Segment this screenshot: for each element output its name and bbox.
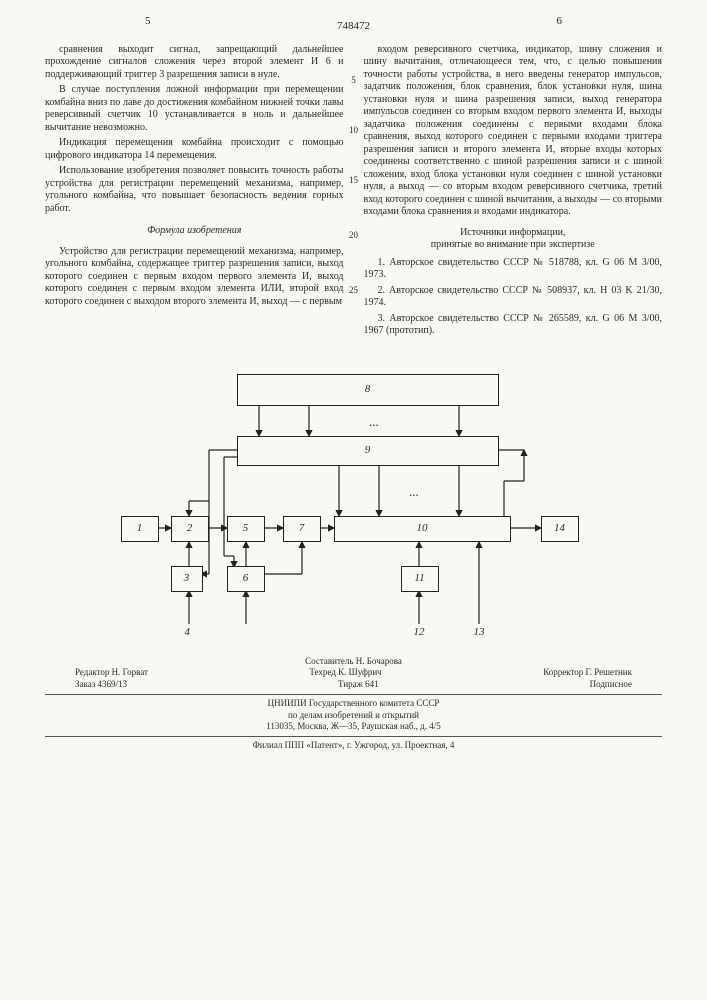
left-column: сравнения выходит сигнал, запрещающий да…: [45, 44, 344, 341]
colophon: Составитель Н. Бочарова Редактор Н. Горв…: [45, 656, 662, 752]
source-item: 2. Авторское свидетельство СССР № 508937…: [364, 285, 663, 310]
block-2: 2: [171, 516, 209, 542]
source-item: 1. Авторское свидетельство СССР № 518788…: [364, 257, 663, 282]
paragraph: Индикация перемещения комбайна происходи…: [45, 137, 344, 162]
patent-number: 748472: [337, 20, 370, 34]
signed: Подписное: [590, 679, 632, 691]
block-10: 10: [334, 516, 511, 542]
source-item: 3. Авторское свидетельство СССР № 265589…: [364, 313, 663, 338]
formula-title: Формула изобретения: [45, 225, 344, 238]
address-1: 113035, Москва, Ж—35, Раушская наб., д. …: [45, 721, 662, 733]
page-num-left: 5: [145, 15, 151, 29]
compiler: Составитель Н. Бочарова: [45, 656, 662, 668]
line-number: 25: [349, 285, 358, 296]
address-2: Филиал ППП «Патент», г. Ужгород, ул. Про…: [45, 740, 662, 752]
block-3: 3: [171, 566, 203, 592]
terminal-4: 4: [185, 626, 191, 640]
org-line-2: по делам изобретений и открытий: [45, 710, 662, 722]
svg-text:...: ...: [369, 414, 379, 429]
editor: Редактор Н. Горват: [75, 667, 148, 679]
block-7: 7: [283, 516, 321, 542]
techred: Техред К. Шуфрич: [309, 667, 381, 679]
line-number: 15: [349, 175, 358, 186]
block-6: 6: [227, 566, 265, 592]
block-diagram: ... ...: [109, 356, 599, 646]
block-11: 11: [401, 566, 439, 592]
right-column: входом реверсивного счетчика, индикатор,…: [364, 44, 663, 341]
paragraph: входом реверсивного счетчика, индикатор,…: [364, 44, 663, 219]
corrector: Корректор Г. Решетник: [543, 667, 632, 679]
org-line-1: ЦНИИПИ Государственного комитета СССР: [45, 698, 662, 710]
terminal-12: 12: [414, 626, 425, 640]
line-number: 20: [349, 230, 358, 241]
block-8: 8: [237, 374, 499, 406]
paragraph: В случае поступления ложной информации п…: [45, 84, 344, 134]
block-9: 9: [237, 436, 499, 466]
page-header: 5 748472 6: [45, 20, 662, 34]
line-number: 5: [351, 75, 356, 86]
order: Заказ 4369/13: [75, 679, 127, 691]
block-1: 1: [121, 516, 159, 542]
terminal-13: 13: [474, 626, 485, 640]
paragraph: Использование изобретения позволяет повы…: [45, 165, 344, 215]
block-14: 14: [541, 516, 579, 542]
block-5: 5: [227, 516, 265, 542]
copies: Тираж 641: [338, 679, 379, 691]
page-num-right: 6: [557, 15, 563, 29]
sources-title: Источники информации, принятые во вниман…: [364, 227, 663, 252]
paragraph: Устройство для регистрации перемещений м…: [45, 246, 344, 309]
paragraph: сравнения выходит сигнал, запрещающий да…: [45, 44, 344, 82]
svg-text:...: ...: [409, 484, 419, 499]
line-number: 10: [349, 125, 358, 136]
